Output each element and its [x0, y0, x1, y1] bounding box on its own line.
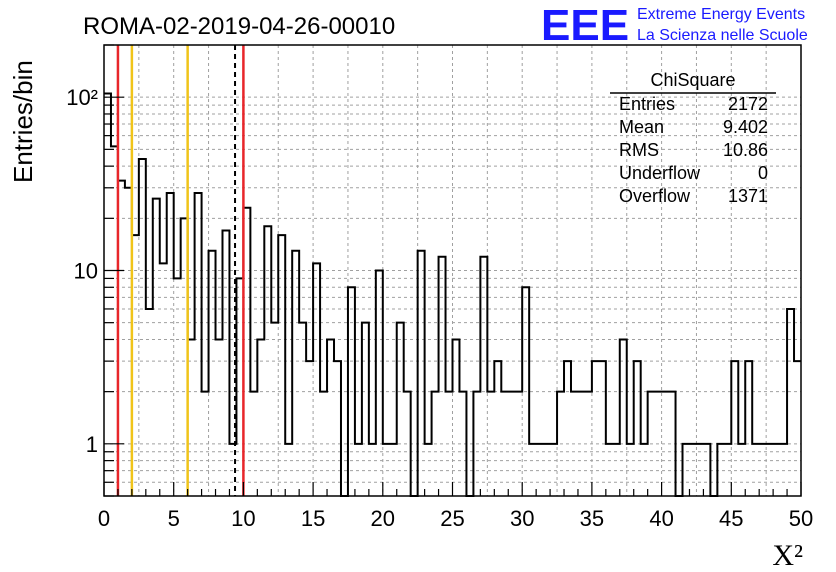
x-tick-label: 20	[371, 506, 395, 531]
x-tick-label: 40	[649, 506, 673, 531]
x-tick-label: 0	[98, 506, 110, 531]
histogram-bars	[104, 92, 801, 497]
logo-mark: EEE	[541, 1, 629, 50]
eee-logo: EEE Extreme Energy Events La Scienza nel…	[541, 1, 808, 50]
x-tick-label: 30	[510, 506, 534, 531]
stats-label: Mean	[619, 117, 664, 137]
chart-title: ROMA-02-2019-04-26-00010	[83, 13, 395, 40]
y-tick-label: 10	[74, 259, 98, 284]
y-tick-labels: 1 10 10²	[66, 44, 124, 497]
x-tick-label: 15	[301, 506, 325, 531]
x-tick-label: 5	[168, 506, 180, 531]
x-tick-label: 10	[231, 506, 255, 531]
y-tick-label: 1	[86, 432, 98, 457]
y-axis-label: Entries/bin	[8, 60, 38, 183]
stats-label: Entries	[619, 94, 675, 114]
x-tick-label: 50	[789, 506, 813, 531]
stats-value: 10.86	[723, 140, 768, 160]
stats-box: ChiSquare Entries 2172 Mean 9.402 RMS 10.86 Und…	[610, 70, 776, 206]
x-tick-label: 45	[719, 506, 743, 531]
stats-value: 1371	[728, 186, 768, 206]
stats-label: RMS	[619, 140, 659, 160]
logo-line2: La Scienza nelle Scuole	[637, 27, 808, 44]
stats-title: ChiSquare	[650, 70, 735, 90]
y-tick-label: 10²	[66, 85, 98, 110]
stats-value: 0	[758, 163, 768, 183]
stats-label: Overflow	[619, 186, 691, 206]
logo-line1: Extreme Energy Events	[637, 6, 805, 23]
stats-value: 9.402	[723, 117, 768, 137]
x-tick-label: 25	[440, 506, 464, 531]
x-axis-label: X²	[772, 539, 803, 572]
stats-label: Underflow	[619, 163, 701, 183]
x-tick-labels: 0 5 10 15 20 25 30 35 40 45 50	[98, 482, 813, 531]
x-tick-label: 35	[580, 506, 604, 531]
stats-value: 2172	[728, 94, 768, 114]
plot-area	[103, 44, 802, 497]
